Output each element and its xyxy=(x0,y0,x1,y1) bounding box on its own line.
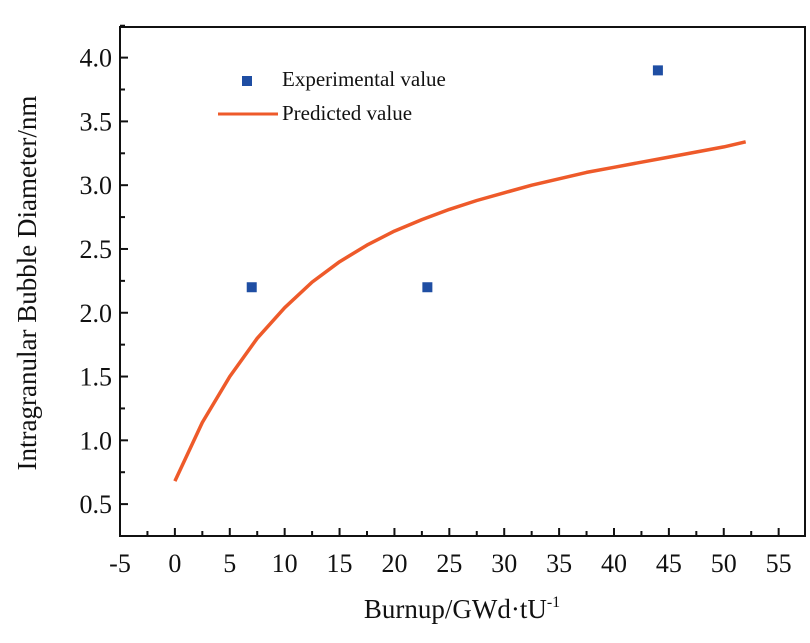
legend-label-predicted: Predicted value xyxy=(282,101,412,125)
x-tick-label: 15 xyxy=(327,549,353,578)
x-axis-title: Burnup/GWd·tU-1 xyxy=(364,594,560,624)
x-tick-label: 45 xyxy=(656,549,682,578)
series-layer xyxy=(173,65,747,482)
y-tick-label: 0.5 xyxy=(80,490,113,519)
y-axis: 0.5 1.0 1.5 2.0 2.5 3.0 3.5 4.0 xyxy=(80,24,128,519)
y-axis-title: Intragranular Bubble Diameter/nm xyxy=(12,96,42,471)
x-tick-label: -5 xyxy=(109,549,131,578)
y-tick-label: 4.0 xyxy=(80,44,113,73)
x-axis-title-superscript: -1 xyxy=(547,594,560,611)
legend-label-experimental: Experimental value xyxy=(282,67,446,91)
x-tick-label: 40 xyxy=(601,549,627,578)
y-tick-label: 2.5 xyxy=(80,235,113,264)
x-tick-label: 50 xyxy=(711,549,737,578)
x-tick-label: 30 xyxy=(491,549,517,578)
y-tick-label: 1.5 xyxy=(80,363,113,392)
x-axis-title-main: Burnup/GWd·tU xyxy=(364,594,547,624)
experimental-value-point xyxy=(246,282,257,293)
experimental-value-point xyxy=(652,65,663,76)
experimental-value-point xyxy=(422,282,433,293)
y-tick-label: 3.5 xyxy=(80,107,113,136)
x-tick-label: 35 xyxy=(546,549,572,578)
x-axis: -5 0 5 10 15 20 25 30 35 40 45 50 55 xyxy=(109,528,792,578)
y-tick-label: 2.0 xyxy=(80,299,113,328)
x-tick-label: 20 xyxy=(381,549,407,578)
x-tick-label: 55 xyxy=(766,549,792,578)
y-tick-label: 3.0 xyxy=(80,171,113,200)
y-tick-label: 1.0 xyxy=(80,426,113,455)
x-tick-label: 10 xyxy=(272,549,298,578)
legend-marker-experimental xyxy=(242,76,252,86)
predicted-value-line xyxy=(173,140,747,482)
x-tick-label: 0 xyxy=(168,549,181,578)
x-tick-label: 5 xyxy=(223,549,236,578)
x-tick-label: 25 xyxy=(436,549,462,578)
legend: Experimental value Predicted value xyxy=(218,67,446,125)
plot-frame xyxy=(119,26,806,537)
